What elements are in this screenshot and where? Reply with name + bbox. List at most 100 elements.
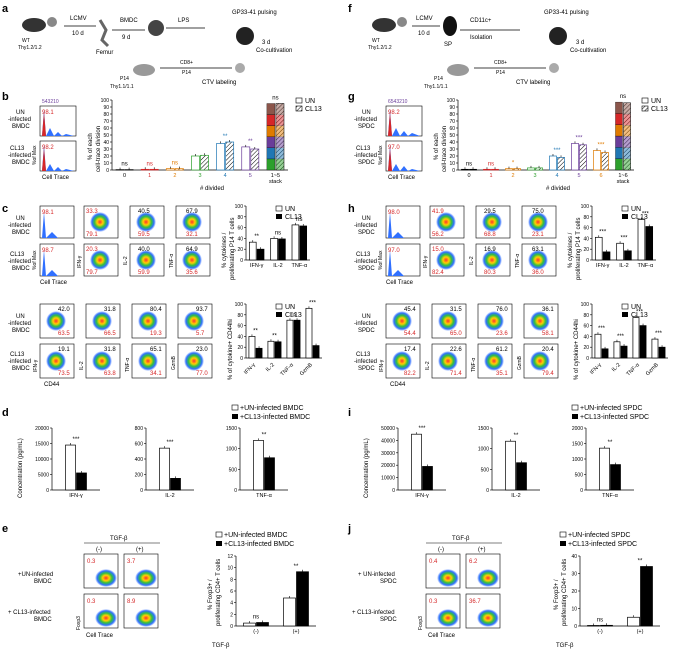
significance-mark: ***	[642, 212, 650, 218]
axis-label: TGF-β	[556, 643, 574, 649]
y-tick-label: 10000	[35, 457, 49, 463]
bar	[594, 333, 602, 359]
flow-density	[437, 609, 459, 627]
label-isolation-2: Isolation	[470, 35, 492, 41]
row-label: + CL13-infected	[8, 610, 51, 616]
significance-mark: ***	[166, 440, 174, 446]
legend-label: +UN-infected BMDC	[240, 405, 304, 412]
panel-letter-a: a	[2, 3, 9, 15]
bar	[165, 168, 175, 171]
flow-pct: 79.4	[542, 371, 554, 377]
bar	[549, 155, 557, 171]
label-isolation: CD11c+	[470, 18, 492, 24]
flow-density	[182, 212, 202, 232]
y-tick-label: 0	[240, 258, 243, 264]
flow-density	[135, 609, 157, 627]
bar	[267, 340, 275, 359]
row-label: -infected	[8, 359, 31, 365]
axis-label: TNF-α	[125, 358, 131, 372]
bar-hatch	[623, 102, 631, 171]
y-tick-label: 40	[103, 140, 109, 146]
bar	[256, 622, 269, 627]
legend-swatch-un	[275, 303, 283, 310]
label-cd8: CD8+	[180, 60, 193, 66]
bar	[610, 464, 621, 491]
bar	[241, 146, 251, 171]
flow-pct: 79.7	[86, 270, 98, 276]
significance-mark: ns	[296, 217, 302, 223]
row-label: -infected	[354, 223, 377, 229]
row-label: UN	[362, 110, 371, 116]
y-tick-label: 80	[237, 215, 243, 221]
bar	[483, 168, 491, 171]
virus-icon	[397, 17, 407, 27]
legend-swatch-cl13	[232, 414, 238, 419]
label-co-days: 3 d	[262, 40, 270, 46]
lower-grid-right	[385, 303, 559, 379]
bar	[76, 472, 87, 491]
legend-label: CL13	[285, 214, 302, 221]
x-tick-label: IL-2	[611, 362, 622, 373]
bar	[593, 150, 601, 171]
y-tick-label: 0	[46, 488, 49, 494]
flow-pct: 64.9	[186, 247, 198, 253]
significance-mark: ns	[147, 161, 153, 167]
y-tick-label: 30	[103, 147, 109, 153]
x-tick-label: stack	[617, 179, 630, 185]
d-il2: 0 200 400 600 800 IL-2 ***	[135, 426, 194, 499]
row-label: CL13	[10, 146, 25, 152]
axis-label: proliferating P14 T cells	[230, 218, 236, 280]
y-tick-label: 30000	[381, 451, 395, 457]
panel-i-labels: Concentration (pg/mL) +UN-infected SPDC …	[364, 404, 649, 498]
flow-density	[135, 569, 157, 587]
flow-pct: 23.1	[532, 232, 544, 238]
label-p14-thy: Thy1.1/1.1	[110, 84, 134, 90]
axis-label: GzmB	[517, 355, 523, 370]
significance-mark: ***	[655, 331, 663, 337]
significance-mark: ***	[620, 235, 628, 241]
y-tick-label: 10	[571, 607, 577, 613]
axis-label: TNF-α	[515, 254, 521, 268]
flow-pct: 8.9	[127, 599, 136, 605]
flow-pct: 56.2	[432, 232, 444, 238]
histogram-trace	[388, 145, 420, 171]
y-tick-label: 0	[580, 488, 583, 494]
bar	[278, 238, 286, 261]
axis-label: % cytokines /	[222, 232, 228, 268]
significance-mark: **	[254, 234, 259, 240]
y-tick-label: 50	[103, 133, 109, 139]
panel-letter-h: h	[348, 203, 355, 215]
flow-pct: 19.3	[150, 331, 162, 337]
bar	[270, 238, 278, 261]
y-tick-label: 40	[583, 334, 589, 340]
bar	[645, 226, 654, 261]
bar	[505, 440, 516, 491]
flow-pct: 36.7	[469, 599, 481, 605]
significance-mark: **	[248, 139, 253, 145]
legend-swatch-un	[215, 531, 223, 538]
flow-pct: 33.3	[86, 209, 98, 215]
row-label: UN	[362, 216, 371, 222]
legend-label: CL13	[305, 106, 322, 113]
y-tick-label: 50	[449, 133, 455, 139]
flow-pct: 0.3	[87, 599, 96, 605]
x-tick-label: IFN-γ	[69, 493, 83, 499]
y-tick-label: 40	[583, 236, 589, 242]
flow-density	[482, 250, 502, 270]
significance-mark: ns	[172, 161, 178, 167]
x-tick-label: 1	[148, 173, 151, 179]
bar	[602, 251, 611, 261]
bar	[516, 462, 527, 491]
panel-c-lower-flow: UN -infected BMDC CL13 -infected BMDC 42…	[8, 303, 302, 388]
row-label: -infected	[8, 153, 31, 159]
y-tick-label: 20	[237, 247, 243, 253]
row-label: SPDC	[358, 160, 375, 166]
mouse-icon	[372, 18, 396, 32]
label-co: Co-cultivation	[570, 48, 606, 54]
row-label: SPDC	[358, 230, 375, 236]
flow-pct: 35.6	[186, 270, 198, 276]
label-ctv: CTV labeling	[516, 80, 550, 86]
histogram-trace	[388, 148, 392, 171]
y-tick-label: 70	[103, 119, 109, 125]
x-tick-label: TNF-α	[256, 493, 273, 499]
